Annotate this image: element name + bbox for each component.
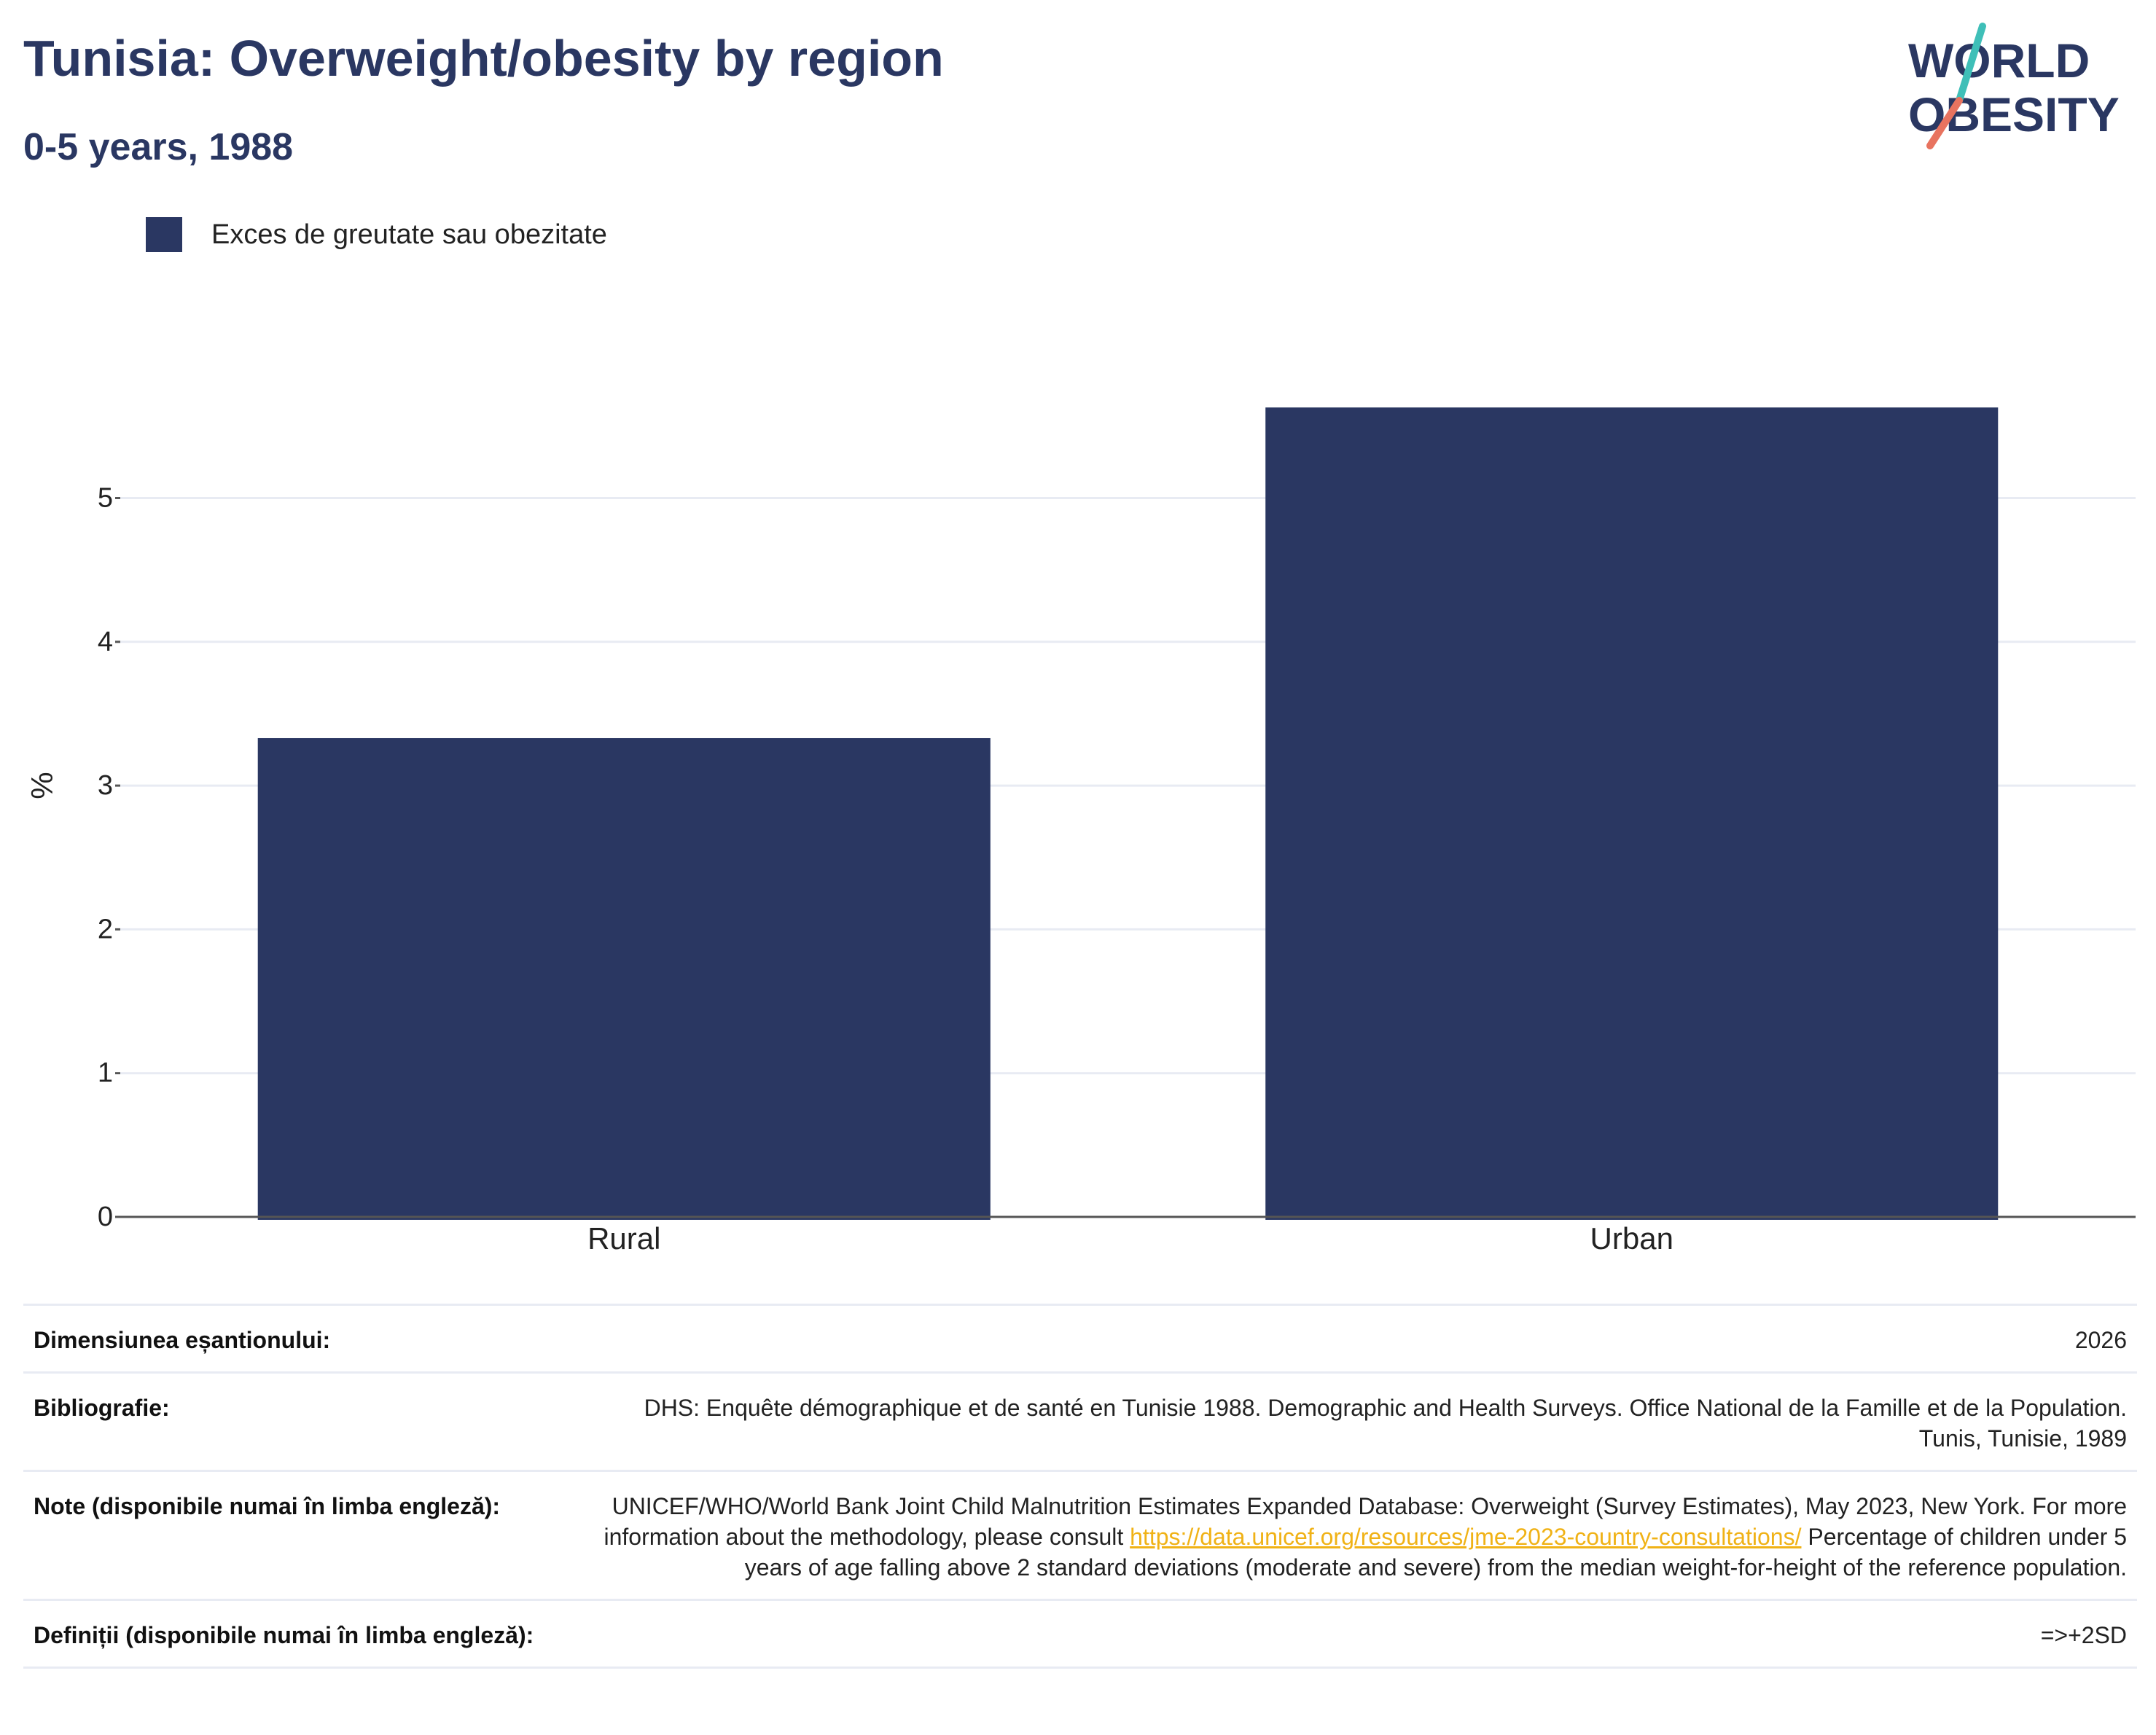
bibliography-label: Bibliografie:: [34, 1395, 170, 1421]
y-axis-label: %: [25, 772, 59, 799]
bibliography-row: Bibliografie: DHS: Enquête démographique…: [23, 1374, 2137, 1472]
bar-chart: 0 1 2 3 4 5 Rural Urban%: [25, 407, 2136, 1256]
legend-swatch: [146, 217, 182, 252]
x-tick-label: Urban: [1590, 1221, 1673, 1256]
bibliography-value: DHS: Enquête démographique et de santé e…: [644, 1395, 2127, 1452]
bar-rural[interactable]: [257, 737, 991, 1220]
sample-size-row: Dimensiunea eșantionului: 2026: [23, 1306, 2137, 1374]
legend-label: Exces de greutate sau obezitate: [211, 219, 607, 250]
metadata-table: Dimensiunea eșantionului: 2026 Bibliogra…: [23, 1304, 2137, 1669]
x-tick-label: Rural: [587, 1221, 660, 1256]
chart-subtitle: 0-5 years, 1988: [23, 126, 294, 168]
notes-text-after: Percentage of children under 5 years of …: [744, 1524, 2127, 1581]
sample-size-value: 2026: [2074, 1327, 2127, 1353]
y-tick-label: 1: [98, 1058, 113, 1089]
y-tick-label: 0: [98, 1202, 113, 1232]
notes-label: Note (disponibile numai în limba engleză…: [34, 1493, 501, 1519]
notes-link[interactable]: https://data.unicef.org/resources/jme-20…: [1130, 1524, 1802, 1550]
y-tick-label: 2: [98, 914, 113, 944]
definitions-value: =>+2SD: [2040, 1622, 2127, 1648]
notes-value: UNICEF/WHO/World Bank Joint Child Malnut…: [589, 1491, 2127, 1583]
notes-row: Note (disponibile numai în limba engleză…: [23, 1472, 2137, 1601]
y-tick-label: 5: [98, 483, 113, 514]
logo-coral-slash: [1926, 97, 1963, 149]
legend[interactable]: Exces de greutate sau obezitate: [146, 217, 607, 252]
axes: 0 1 2 3 4 5 Rural Urban%: [25, 483, 2136, 1256]
definitions-label: Definiții (disponibile numai în limba en…: [34, 1622, 534, 1648]
bar-urban[interactable]: [1265, 407, 1999, 1221]
notes-text-before: UNICEF/WHO/World Bank Joint Child Malnut…: [604, 1493, 2127, 1550]
y-tick-label: 3: [98, 770, 113, 801]
y-tick-label: 4: [98, 627, 113, 657]
world-obesity-logo: WORLD OBESITY: [1908, 23, 2120, 149]
logo-line2: OBESITY: [1908, 87, 2120, 141]
chart-title: Tunisia: Overweight/obesity by region: [23, 30, 944, 87]
sample-size-label: Dimensiunea eșantionului:: [34, 1327, 331, 1353]
definitions-row: Definiții (disponibile numai în limba en…: [23, 1601, 2137, 1669]
bars: [257, 407, 1999, 1221]
logo-teal-slash: [1956, 23, 1986, 104]
logo-line1: WORLD: [1908, 34, 2090, 87]
